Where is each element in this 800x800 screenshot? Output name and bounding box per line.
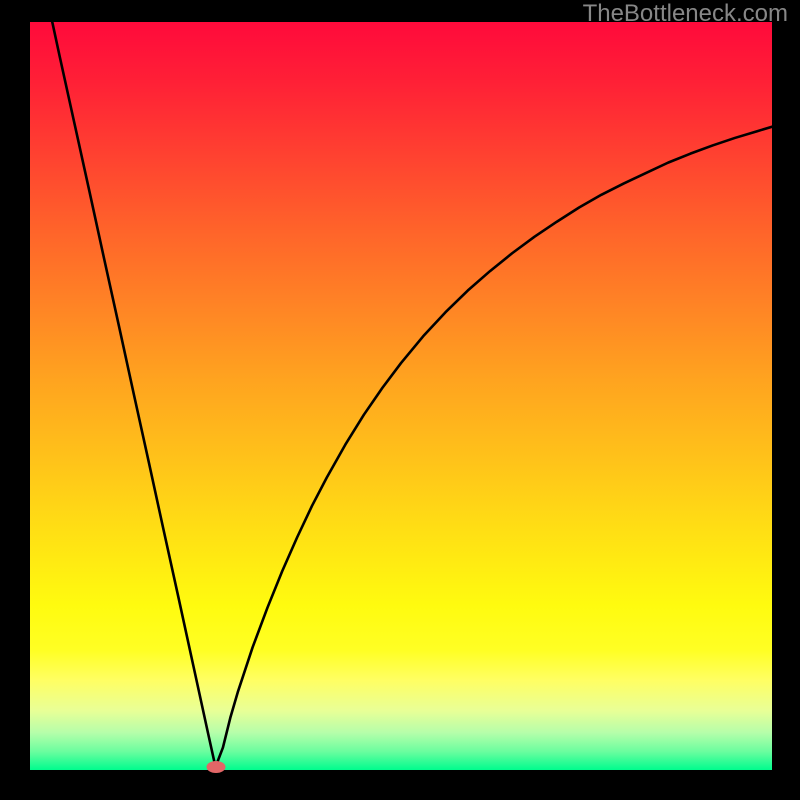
- watermark-text: TheBottleneck.com: [583, 0, 788, 28]
- bottleneck-curve-svg: [30, 22, 772, 770]
- chart-container: TheBottleneck.com: [0, 0, 800, 800]
- bottleneck-curve: [52, 22, 772, 767]
- plot-area: [30, 22, 772, 770]
- minimum-marker: [206, 761, 225, 773]
